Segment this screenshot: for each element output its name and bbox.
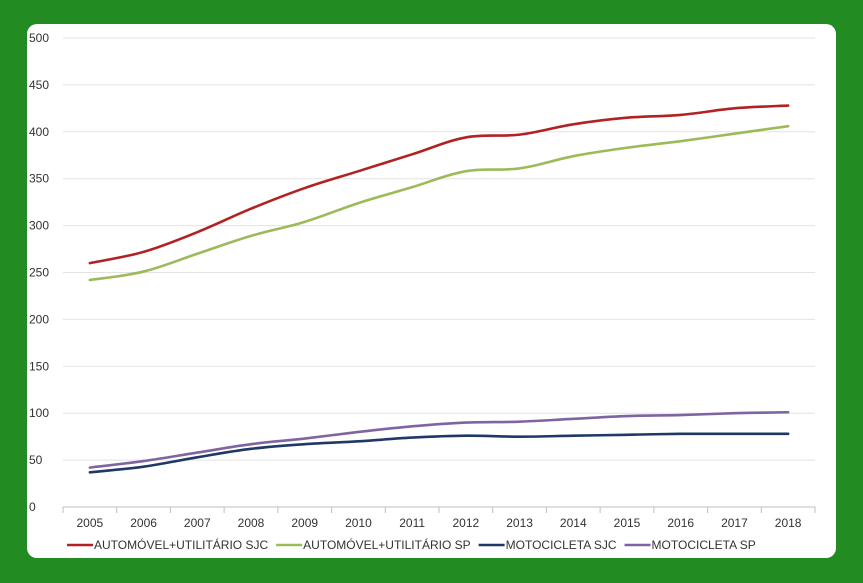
x-tick-label: 2012 (453, 516, 480, 530)
series-line-0 (88, 104, 790, 265)
x-axis-ticks: 2005 2006 2007 2008 2009 2010 2011 2012 2013 2014… (77, 516, 802, 530)
x-tick-label: 2008 (238, 516, 265, 530)
legend-label-1: AUTOMÓVEL+UTILITÁRIO SP (303, 537, 470, 552)
y-tick-label: 100 (29, 406, 49, 420)
y-tick-label: 200 (29, 312, 49, 326)
chart-card: 0 50 100 150 200 250 300 350 400 450 500 2005 2006 2… (27, 24, 836, 558)
legend-label-3: MOTOCICLETA SP (652, 538, 756, 552)
y-axis-ticks: 0 50 100 150 200 250 300 350 400 450 500 (29, 31, 49, 514)
x-tick-label: 2010 (345, 516, 372, 530)
x-tick-label: 2005 (77, 516, 104, 530)
y-tick-label: 300 (29, 219, 49, 233)
legend-label-0: AUTOMÓVEL+UTILITÁRIO SJC (94, 537, 268, 552)
gridlines (62, 37, 816, 513)
x-tick-label: 2018 (775, 516, 802, 530)
y-tick-label: 400 (29, 125, 49, 139)
y-tick-label: 150 (29, 359, 49, 373)
x-tick-label: 2011 (399, 516, 425, 530)
x-tick-label: 2016 (667, 516, 694, 530)
legend-label-2: MOTOCICLETA SJC (506, 538, 617, 552)
legend: AUTOMÓVEL+UTILITÁRIO SJC AUTOMÓVEL+UTILIT… (67, 537, 756, 552)
y-tick-label: 500 (29, 31, 49, 45)
series-line-3 (88, 410, 790, 469)
y-tick-label: 50 (29, 453, 43, 467)
x-tick-label: 2007 (184, 516, 211, 530)
x-tick-label: 2017 (721, 516, 748, 530)
series-lines (88, 104, 790, 474)
x-tick-label: 2009 (291, 516, 318, 530)
series-line-1 (88, 124, 790, 282)
series-line-2 (88, 432, 790, 474)
y-tick-label: 0 (29, 500, 36, 514)
y-tick-label: 450 (29, 78, 49, 92)
x-tick-label: 2014 (560, 516, 587, 530)
x-tick-label: 2013 (506, 516, 533, 530)
y-tick-label: 350 (29, 172, 49, 186)
x-tick-label: 2006 (130, 516, 157, 530)
y-tick-label: 250 (29, 266, 49, 280)
x-tick-label: 2015 (614, 516, 641, 530)
